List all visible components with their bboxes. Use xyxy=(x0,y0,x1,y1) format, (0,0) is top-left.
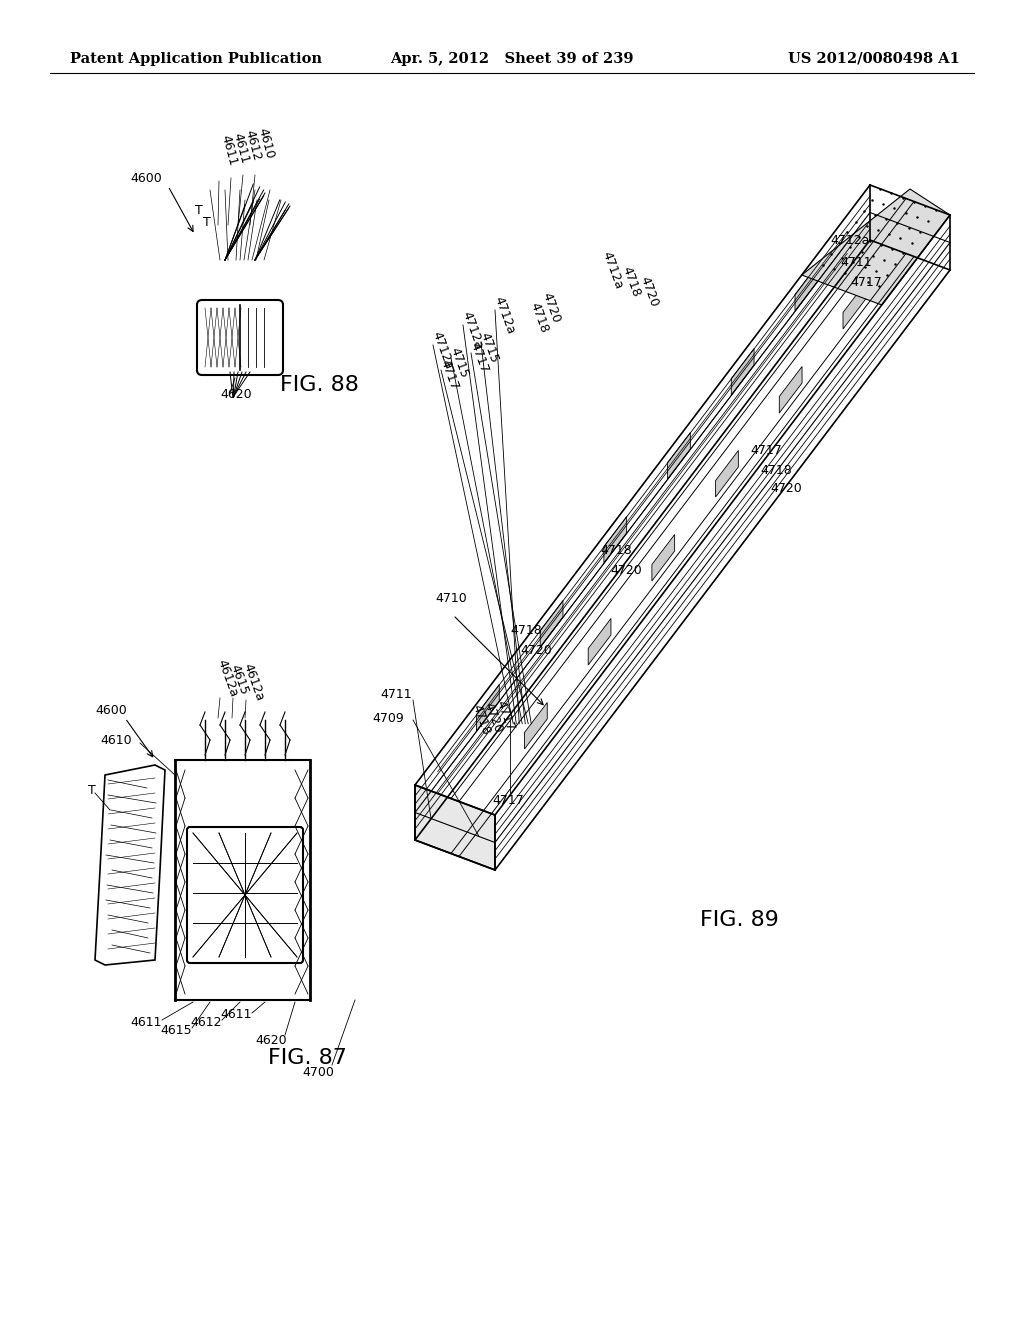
Text: 4611: 4611 xyxy=(218,133,239,166)
Text: 4720: 4720 xyxy=(638,275,662,309)
Polygon shape xyxy=(541,601,563,647)
Text: T: T xyxy=(203,215,211,228)
Text: 4612a: 4612a xyxy=(215,657,241,698)
Text: 4718: 4718 xyxy=(600,544,632,557)
Text: 4720: 4720 xyxy=(540,290,563,325)
Polygon shape xyxy=(604,516,627,564)
Text: FIG. 89: FIG. 89 xyxy=(700,909,779,931)
Text: 4720: 4720 xyxy=(520,644,552,656)
Text: 4611: 4611 xyxy=(220,1008,252,1022)
Text: 4700: 4700 xyxy=(302,1065,334,1078)
Text: 4717: 4717 xyxy=(750,444,781,457)
Text: 4718: 4718 xyxy=(620,265,643,300)
Text: 4715: 4715 xyxy=(478,331,501,366)
Text: 4712a: 4712a xyxy=(600,249,626,290)
Text: 4718: 4718 xyxy=(760,463,792,477)
Text: 4715: 4715 xyxy=(449,346,471,380)
Text: 4711: 4711 xyxy=(380,689,412,701)
Polygon shape xyxy=(802,189,950,305)
Text: 4610: 4610 xyxy=(100,734,132,747)
Text: 4717: 4717 xyxy=(494,698,517,733)
Text: 4717: 4717 xyxy=(468,341,492,375)
Text: 4611: 4611 xyxy=(130,1015,162,1028)
Text: 4610: 4610 xyxy=(255,125,275,160)
Polygon shape xyxy=(652,535,675,581)
Text: 4612: 4612 xyxy=(190,1015,221,1028)
Text: 4717: 4717 xyxy=(850,276,882,289)
Text: 4717: 4717 xyxy=(438,358,461,392)
Text: 4611: 4611 xyxy=(230,131,251,165)
Text: 4612: 4612 xyxy=(242,128,263,162)
Text: 4717: 4717 xyxy=(492,793,523,807)
Polygon shape xyxy=(588,619,611,665)
Polygon shape xyxy=(779,367,802,413)
Text: 4712a: 4712a xyxy=(430,329,456,371)
Polygon shape xyxy=(668,433,690,479)
Text: 4720: 4720 xyxy=(770,482,802,495)
Text: 4712a: 4712a xyxy=(492,294,518,335)
Polygon shape xyxy=(795,264,818,312)
Polygon shape xyxy=(731,348,754,395)
Text: 4720: 4720 xyxy=(482,701,505,735)
Polygon shape xyxy=(843,282,865,329)
Text: 4615: 4615 xyxy=(228,663,251,697)
Text: Patent Application Publication: Patent Application Publication xyxy=(70,51,322,66)
Text: T: T xyxy=(195,203,203,216)
Text: 4710: 4710 xyxy=(435,591,467,605)
Text: 4718: 4718 xyxy=(528,301,551,335)
Text: FIG. 88: FIG. 88 xyxy=(280,375,358,395)
Polygon shape xyxy=(524,702,547,748)
Text: US 2012/0080498 A1: US 2012/0080498 A1 xyxy=(788,51,961,66)
Text: Apr. 5, 2012   Sheet 39 of 239: Apr. 5, 2012 Sheet 39 of 239 xyxy=(390,51,634,66)
Text: 4718: 4718 xyxy=(510,623,542,636)
Text: 4720: 4720 xyxy=(610,564,642,577)
Text: 4718: 4718 xyxy=(470,702,494,737)
Text: 4712a: 4712a xyxy=(460,309,485,351)
Text: 4620: 4620 xyxy=(220,388,252,401)
Text: 4612a: 4612a xyxy=(241,661,266,702)
Text: 4615: 4615 xyxy=(160,1023,191,1036)
Text: 4620: 4620 xyxy=(255,1034,287,1047)
Text: FIG. 87: FIG. 87 xyxy=(268,1048,347,1068)
Text: T: T xyxy=(88,784,96,796)
Polygon shape xyxy=(716,450,738,498)
Text: 4709: 4709 xyxy=(372,711,403,725)
Polygon shape xyxy=(415,785,495,870)
Polygon shape xyxy=(476,685,500,731)
Text: 4712a: 4712a xyxy=(830,234,869,247)
Text: 4600: 4600 xyxy=(130,172,162,185)
Text: 4600: 4600 xyxy=(95,704,127,717)
Text: 4711: 4711 xyxy=(840,256,871,268)
